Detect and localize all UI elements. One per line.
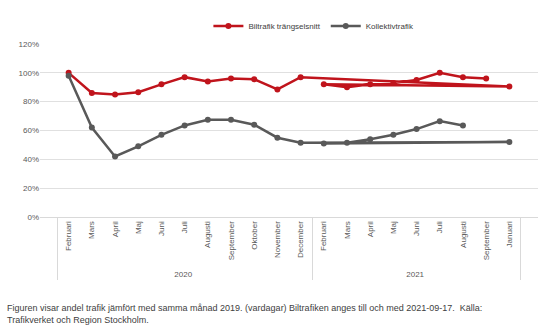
svg-text:Figuren visar andel trafik jäm: Figuren visar andel trafik jämfört med s… xyxy=(7,303,482,325)
svg-text:Juni: Juni xyxy=(412,221,421,236)
svg-text:2021: 2021 xyxy=(406,270,424,279)
svg-text:Januari: Januari xyxy=(505,221,514,247)
svg-text:Oktober: Oktober xyxy=(250,221,259,250)
svg-text:April: April xyxy=(111,221,120,237)
svg-text:Biltrafik trängselsnitt: Biltrafik trängselsnitt xyxy=(248,22,320,31)
svg-text:Juli: Juli xyxy=(435,221,444,233)
svg-text:December: December xyxy=(296,221,305,258)
svg-text:Februari: Februari xyxy=(64,221,73,251)
svg-text:100%: 100% xyxy=(19,69,39,78)
svg-text:Mars: Mars xyxy=(87,221,96,239)
svg-text:0%: 0% xyxy=(27,213,39,222)
svg-text:40%: 40% xyxy=(23,155,39,164)
svg-text:Kollektivtrafik: Kollektivtrafik xyxy=(366,22,414,31)
svg-text:Februari: Februari xyxy=(319,221,328,251)
svg-text:Maj: Maj xyxy=(389,221,398,234)
svg-text:Augusti: Augusti xyxy=(203,221,212,248)
svg-text:September: September xyxy=(227,221,236,260)
svg-text:April: April xyxy=(366,221,375,237)
svg-text:60%: 60% xyxy=(23,126,39,135)
svg-text:Augusti: Augusti xyxy=(459,221,468,248)
svg-text:November: November xyxy=(273,221,282,258)
svg-text:2020: 2020 xyxy=(174,270,192,279)
svg-text:Maj: Maj xyxy=(134,221,143,234)
svg-text:Juli: Juli xyxy=(180,221,189,233)
svg-text:Juni: Juni xyxy=(157,221,166,236)
svg-text:20%: 20% xyxy=(23,184,39,193)
svg-text:Mars: Mars xyxy=(343,221,352,239)
svg-text:September: September xyxy=(482,221,491,260)
svg-text:80%: 80% xyxy=(23,97,39,106)
svg-text:120%: 120% xyxy=(19,40,39,49)
